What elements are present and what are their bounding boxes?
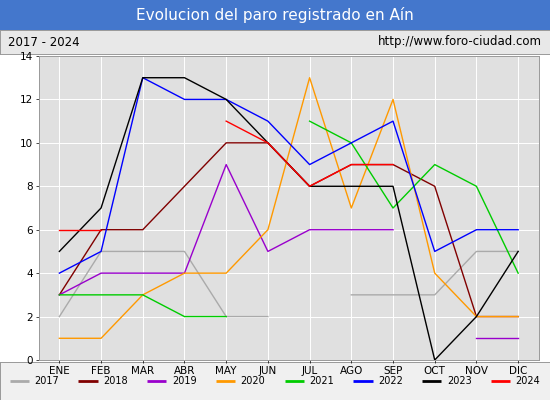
Text: 2017 - 2024: 2017 - 2024 bbox=[8, 36, 80, 48]
Text: Evolucion del paro registrado en Aín: Evolucion del paro registrado en Aín bbox=[136, 7, 414, 23]
Text: 2017: 2017 bbox=[34, 376, 59, 386]
Text: 2018: 2018 bbox=[103, 376, 128, 386]
Text: 2022: 2022 bbox=[378, 376, 403, 386]
Text: 2019: 2019 bbox=[172, 376, 196, 386]
Text: 2024: 2024 bbox=[516, 376, 540, 386]
Text: 2020: 2020 bbox=[241, 376, 265, 386]
Text: 2021: 2021 bbox=[309, 376, 334, 386]
Text: http://www.foro-ciudad.com: http://www.foro-ciudad.com bbox=[378, 36, 542, 48]
Text: 2023: 2023 bbox=[447, 376, 472, 386]
